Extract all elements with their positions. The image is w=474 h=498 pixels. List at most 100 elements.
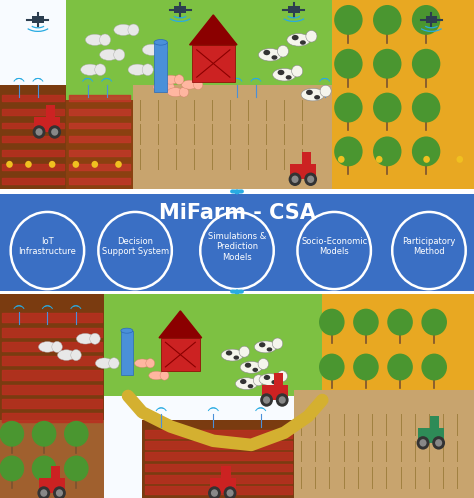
Circle shape (90, 333, 100, 344)
Circle shape (211, 489, 218, 497)
Bar (142, 420, 294, 498)
Circle shape (292, 65, 303, 77)
Circle shape (253, 375, 264, 386)
Circle shape (435, 439, 442, 447)
Circle shape (320, 85, 331, 97)
Ellipse shape (76, 334, 94, 344)
Ellipse shape (81, 64, 100, 75)
Circle shape (306, 30, 317, 42)
Circle shape (64, 421, 89, 447)
Circle shape (353, 354, 379, 380)
Ellipse shape (163, 75, 179, 84)
Bar (192, 45, 235, 82)
Ellipse shape (287, 33, 310, 46)
Circle shape (156, 44, 167, 56)
Ellipse shape (168, 355, 183, 364)
Circle shape (373, 93, 401, 123)
Bar (32, 16, 44, 23)
Ellipse shape (240, 379, 246, 384)
Bar (418, 428, 444, 443)
Circle shape (277, 371, 288, 381)
Circle shape (373, 5, 401, 35)
Circle shape (95, 64, 106, 76)
Ellipse shape (154, 39, 167, 45)
Circle shape (64, 456, 89, 482)
Bar (161, 338, 200, 372)
Bar (302, 152, 311, 164)
Circle shape (91, 161, 98, 168)
Ellipse shape (236, 377, 257, 389)
Circle shape (334, 5, 363, 35)
Text: IoT
Infrastructure: IoT Infrastructure (18, 237, 76, 256)
Ellipse shape (182, 80, 198, 89)
Circle shape (276, 393, 289, 407)
Bar (46, 105, 55, 117)
Circle shape (179, 355, 188, 364)
Circle shape (165, 82, 174, 92)
Ellipse shape (100, 49, 118, 60)
Ellipse shape (135, 359, 150, 368)
Ellipse shape (221, 349, 243, 361)
Circle shape (334, 49, 363, 79)
Ellipse shape (301, 88, 325, 101)
Bar (426, 16, 437, 23)
Polygon shape (190, 15, 237, 45)
Ellipse shape (272, 380, 277, 384)
Circle shape (421, 309, 447, 336)
Circle shape (421, 354, 447, 380)
Circle shape (423, 156, 430, 163)
Bar (290, 164, 317, 179)
Ellipse shape (300, 40, 306, 45)
Polygon shape (159, 311, 202, 338)
Circle shape (277, 45, 289, 57)
Ellipse shape (273, 68, 296, 81)
Circle shape (260, 393, 273, 407)
Circle shape (32, 456, 56, 482)
Circle shape (0, 456, 24, 482)
Circle shape (319, 354, 345, 380)
Circle shape (53, 486, 66, 498)
Bar (0, 85, 66, 189)
Circle shape (160, 371, 169, 380)
Circle shape (419, 439, 427, 447)
Bar (262, 385, 288, 400)
Bar (154, 42, 167, 92)
Circle shape (456, 156, 463, 163)
Bar (0, 294, 104, 426)
Bar (121, 331, 133, 375)
Circle shape (412, 49, 440, 79)
Circle shape (37, 486, 50, 498)
Ellipse shape (267, 347, 272, 352)
Circle shape (109, 358, 119, 369)
Circle shape (334, 93, 363, 123)
Circle shape (25, 161, 32, 168)
Text: MiFarm - CSA: MiFarm - CSA (159, 203, 315, 223)
Bar (0, 420, 104, 498)
Circle shape (193, 80, 203, 90)
Ellipse shape (259, 374, 281, 385)
Circle shape (417, 436, 429, 450)
Circle shape (412, 93, 440, 123)
Circle shape (52, 342, 62, 353)
Ellipse shape (85, 34, 104, 45)
Ellipse shape (153, 83, 169, 92)
Ellipse shape (149, 372, 164, 380)
Text: Decision
Support System: Decision Support System (101, 237, 169, 256)
Ellipse shape (255, 341, 276, 353)
Bar (0, 0, 474, 189)
Bar (221, 466, 230, 478)
Circle shape (412, 136, 440, 166)
Circle shape (208, 486, 221, 498)
Circle shape (373, 49, 401, 79)
Circle shape (319, 309, 345, 336)
Circle shape (304, 173, 317, 186)
Ellipse shape (264, 375, 270, 380)
Circle shape (71, 350, 81, 361)
Ellipse shape (142, 44, 161, 55)
Circle shape (338, 156, 345, 163)
Ellipse shape (128, 64, 147, 75)
Circle shape (128, 24, 139, 36)
Ellipse shape (57, 350, 75, 361)
Ellipse shape (226, 351, 232, 356)
Bar (0, 294, 474, 498)
